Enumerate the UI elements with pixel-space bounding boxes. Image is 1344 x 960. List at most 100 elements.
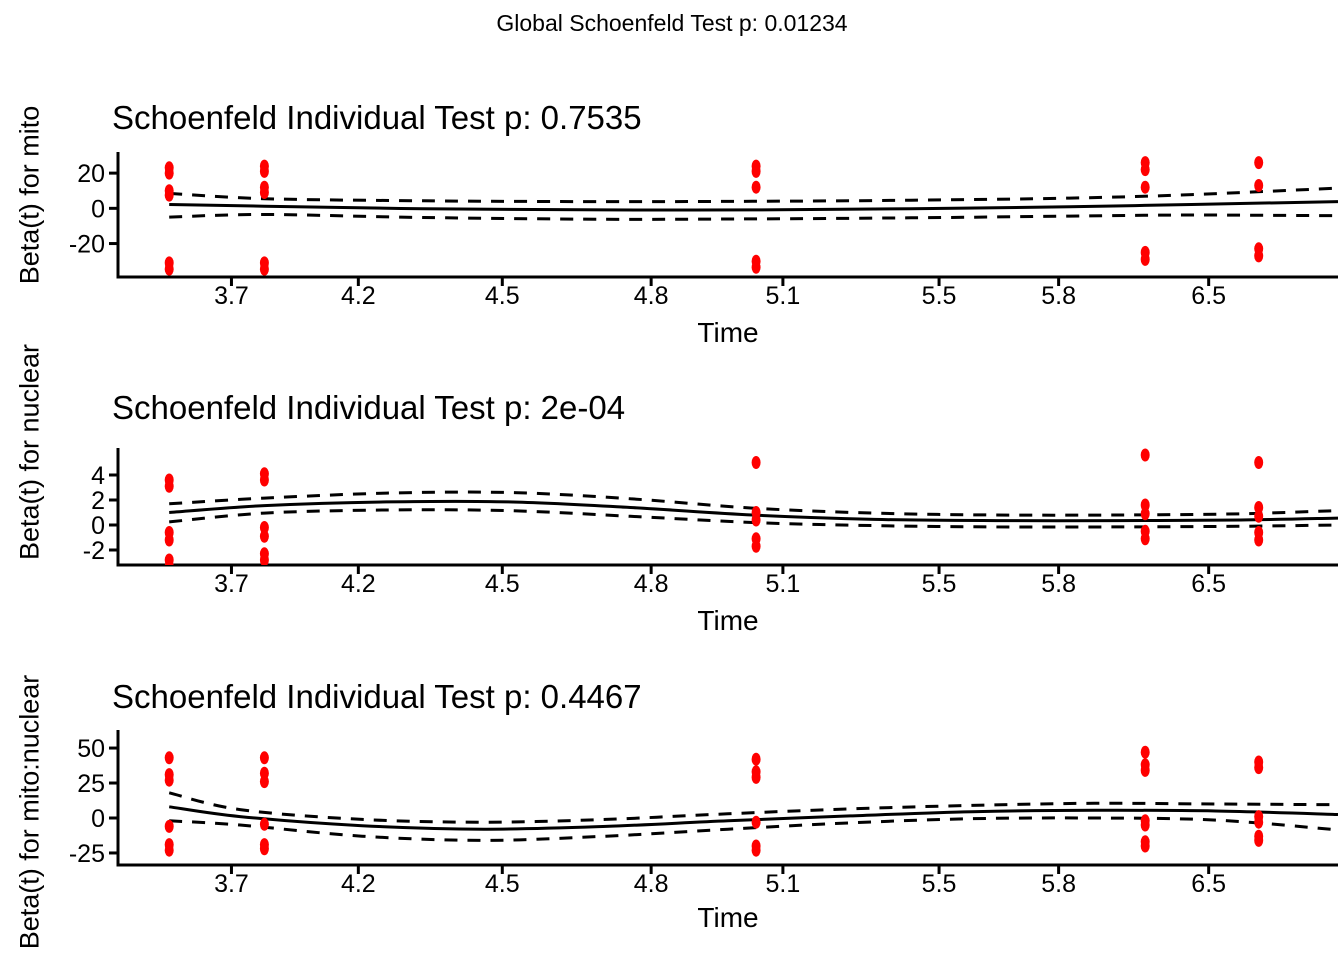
data-point	[1254, 833, 1264, 847]
data-point	[259, 775, 269, 789]
data-point	[1254, 179, 1264, 192]
data-point	[164, 166, 174, 180]
x-tick-label: 4.8	[634, 282, 669, 310]
y-tick-label: 25	[77, 770, 105, 798]
y-tick-label: -2	[83, 537, 105, 565]
data-point	[164, 533, 174, 547]
data-point	[164, 843, 174, 857]
x-tick-label: 4.2	[341, 570, 376, 598]
panel-3-y-axis-title: Beta(t) for mito:nuclear	[14, 674, 45, 950]
data-point	[751, 456, 761, 469]
panel-1-y-axis-title: Beta(t) for mito	[14, 105, 45, 285]
data-point	[751, 815, 761, 829]
panel-3-title: Schoenfeld Individual Test p: 0.4467	[112, 678, 642, 715]
data-point	[259, 817, 269, 831]
data-point	[1140, 163, 1150, 177]
data-point	[1140, 180, 1150, 194]
data-point	[259, 553, 269, 565]
data-point	[164, 751, 174, 765]
x-tick-label: 4.5	[485, 570, 520, 598]
x-tick-label: 3.7	[214, 282, 249, 310]
data-point	[1140, 532, 1150, 546]
data-point	[1254, 249, 1264, 263]
x-tick-label: 5.8	[1041, 570, 1076, 598]
data-point	[1254, 815, 1264, 829]
data-point	[259, 164, 269, 178]
data-point	[751, 180, 761, 194]
x-tick-label: 6.5	[1191, 870, 1226, 898]
data-point	[164, 819, 174, 833]
x-tick-label: 5.5	[922, 870, 957, 898]
x-tick-label: 4.5	[485, 282, 520, 310]
data-point	[751, 752, 761, 766]
y-tick-label: 20	[77, 160, 105, 188]
data-point	[751, 513, 761, 527]
x-tick-label: 5.1	[766, 570, 801, 598]
ci-upper-line	[168, 791, 1338, 824]
data-point	[259, 529, 269, 543]
data-point	[751, 770, 761, 784]
data-point	[1140, 839, 1150, 853]
data-point	[259, 751, 269, 765]
panel-2-x-axis-title: Time	[697, 605, 759, 636]
panel-2-title: Schoenfeld Individual Test p: 2e-04	[112, 389, 626, 426]
data-point	[751, 843, 761, 857]
data-point	[1254, 509, 1264, 523]
x-tick-label: 5.1	[766, 282, 801, 310]
data-point	[259, 186, 269, 199]
data-point	[1254, 456, 1264, 469]
ci-lower-line	[169, 816, 1338, 842]
fit-line	[169, 200, 1338, 212]
data-point	[1254, 533, 1264, 547]
global-title: Global Schoenfeld Test p: 0.01234	[496, 10, 848, 36]
data-point	[1140, 252, 1150, 266]
data-point	[1140, 763, 1150, 777]
panel-2-y-axis-title: Beta(t) for nuclear	[14, 343, 45, 561]
x-tick-label: 5.8	[1041, 870, 1076, 898]
data-point	[1254, 761, 1264, 775]
x-tick-label: 6.5	[1191, 282, 1226, 310]
y-tick-label: -20	[69, 231, 105, 259]
y-tick-label: 0	[91, 805, 105, 833]
x-tick-label: 3.7	[214, 870, 249, 898]
x-tick-label: 4.8	[634, 870, 669, 898]
y-tick-label: 2	[91, 487, 105, 515]
panel-1-title: Schoenfeld Individual Test p: 0.7535	[112, 99, 642, 136]
ci-upper-line	[169, 186, 1338, 204]
x-tick-label: 4.2	[341, 282, 376, 310]
panel-1-x-axis-title: Time	[697, 317, 759, 348]
x-tick-label: 5.5	[922, 570, 957, 598]
data-point	[164, 188, 174, 202]
y-tick-label: 50	[77, 735, 105, 763]
data-point	[259, 842, 269, 856]
data-point	[751, 164, 761, 178]
x-tick-label: 4.8	[634, 570, 669, 598]
data-point	[164, 773, 174, 787]
y-tick-label: 0	[91, 512, 105, 540]
x-tick-label: 5.8	[1041, 282, 1076, 310]
y-tick-label: 4	[91, 462, 105, 490]
panel-3-x-axis-title: Time	[697, 902, 759, 933]
data-point	[751, 260, 761, 274]
data-point	[1140, 818, 1150, 832]
y-tick-label: 0	[91, 195, 105, 223]
x-tick-label: 5.1	[766, 870, 801, 898]
data-point	[164, 262, 174, 276]
fit-line	[168, 805, 1338, 831]
data-point	[259, 473, 269, 487]
y-tick-label: -25	[69, 840, 105, 868]
data-point	[1254, 156, 1264, 170]
x-tick-label: 6.5	[1191, 570, 1226, 598]
x-tick-label: 4.2	[341, 870, 376, 898]
ci-lower-line	[169, 212, 1338, 221]
x-tick-label: 3.7	[214, 570, 249, 598]
data-point	[259, 262, 269, 276]
data-point	[1140, 745, 1150, 759]
data-point	[1140, 448, 1150, 462]
data-point	[164, 559, 174, 565]
data-point	[1140, 507, 1150, 521]
data-point	[751, 539, 761, 553]
data-point	[164, 479, 174, 493]
x-tick-label: 4.5	[485, 870, 520, 898]
